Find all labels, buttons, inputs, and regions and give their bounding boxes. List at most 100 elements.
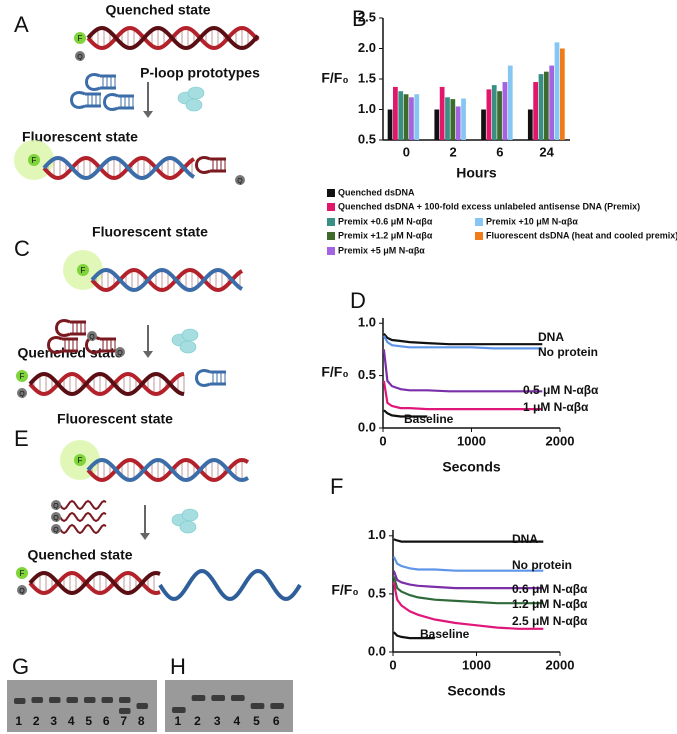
ssdna: [59, 523, 107, 535]
helix-strand: [90, 267, 244, 293]
hairpin: [55, 319, 86, 337]
ssdna: [158, 568, 302, 602]
gel-band: [191, 695, 206, 701]
bar: [455, 106, 461, 140]
fluorophore-label: F: [32, 156, 37, 165]
lane-label: 5: [85, 714, 92, 728]
gel-band: [66, 697, 78, 703]
series-line: [392, 570, 544, 590]
x-tick-label: 2000: [546, 657, 575, 672]
legend-label: Fluorescent dsDNA (heat and cooled premi…: [486, 230, 677, 240]
quencher-label: Q: [117, 350, 123, 357]
gel-band: [14, 698, 26, 704]
gel-band: [49, 697, 61, 703]
helix-strand: [42, 155, 196, 181]
lane-label: 6: [273, 714, 280, 728]
series-label: No protein: [538, 345, 598, 359]
legend-swatch: [327, 247, 335, 255]
ssdna: [59, 511, 107, 523]
quencher-label: Q: [237, 178, 243, 185]
x-tick-label: 2: [450, 144, 457, 159]
protein: [185, 98, 203, 112]
x-tick-label: 1000: [462, 657, 491, 672]
series-label: 0.5 μM N-αβα: [523, 383, 599, 397]
gel-band: [211, 695, 225, 701]
bar: [481, 109, 486, 140]
bar: [538, 74, 544, 140]
y-tick-label: 1.0: [368, 527, 386, 542]
bar: [398, 91, 404, 140]
x-tick-label: 0: [379, 433, 386, 448]
series-line: [392, 556, 544, 572]
fluorophore-label: F: [78, 456, 83, 465]
protein: [179, 340, 197, 354]
gel-band: [270, 703, 284, 709]
gel-band: [84, 697, 96, 703]
quencher: [51, 512, 61, 522]
x-axis-label: Seconds: [442, 459, 501, 475]
panel-letter: G: [12, 654, 29, 679]
series-line: [383, 409, 428, 418]
fluorophore: [77, 264, 89, 276]
quencher-label: Q: [77, 54, 83, 61]
legend-label: Premix +0.6 μM N-αβα: [338, 216, 433, 226]
legend-swatch: [475, 232, 483, 240]
legend-label: Premix +1.2 μM N-αβα: [338, 230, 433, 240]
protein: [179, 520, 197, 534]
bar: [491, 85, 497, 140]
panel-letter: A: [14, 12, 29, 37]
bar: [439, 86, 445, 140]
bar: [450, 99, 456, 140]
y-tick-label: 0.0: [358, 419, 376, 434]
x-tick-label: 2000: [546, 433, 575, 448]
x-tick-label: 24: [539, 144, 554, 159]
y-tick-label: 1.5: [358, 70, 376, 85]
x-tick-label: 1000: [457, 433, 486, 448]
y-tick-label: 2.5: [358, 9, 376, 24]
fluorophore: [74, 454, 86, 466]
diagram-label: Fluorescent state: [57, 411, 173, 427]
lane-label: 4: [233, 714, 240, 728]
y-tick-label: 0.0: [368, 643, 386, 658]
bar: [502, 82, 508, 140]
hairpin: [70, 91, 101, 109]
helix-strand: [86, 457, 250, 483]
panel-letter: E: [14, 426, 29, 451]
fluorophore: [74, 32, 86, 44]
diagram-label: P-loop prototypes: [140, 65, 260, 81]
quencher: [51, 524, 61, 534]
bar: [533, 82, 539, 140]
x-tick-label: 0: [403, 144, 410, 159]
y-axis-label: F/F₀: [331, 582, 358, 598]
gel: [7, 680, 157, 732]
helix-strand: [28, 570, 161, 596]
diagrams: A Quenched state P-loop prototypes Fluor…: [14, 2, 260, 563]
lane-label: 7: [120, 714, 127, 728]
bar: [527, 109, 533, 140]
legend-swatch: [475, 218, 483, 226]
quencher-label: Q: [53, 503, 59, 510]
legend-swatch: [327, 218, 335, 226]
series-label: Baseline: [420, 627, 470, 641]
series-label: No protein: [512, 558, 572, 572]
y-tick-label: 0.5: [358, 367, 376, 382]
series-label: DNA: [512, 532, 538, 546]
bar: [507, 65, 513, 140]
panel-letter: F: [330, 474, 343, 499]
arrow-head: [140, 533, 150, 540]
bar: [461, 98, 466, 140]
diagram-label: Quenched state: [105, 2, 210, 18]
fluorophore-label: F: [20, 372, 25, 381]
y-tick-label: 1.0: [358, 315, 376, 330]
series-label: 1 μM N-αβα: [523, 400, 589, 414]
series-label: 0.6 μM N-αβα: [512, 582, 588, 596]
protein: [181, 508, 199, 522]
gel-band: [231, 695, 245, 701]
legend-label: Quenched dsDNA: [338, 187, 415, 197]
quencher: [235, 175, 245, 185]
arrow-head: [143, 111, 153, 118]
lane-label: 5: [253, 714, 260, 728]
series-line: [392, 576, 544, 605]
bar: [559, 48, 565, 140]
gel-band: [250, 703, 265, 709]
